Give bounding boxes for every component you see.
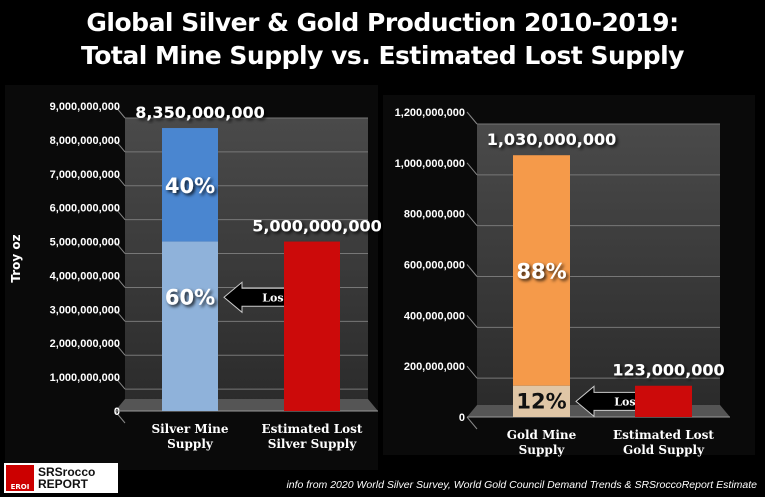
lower-percent-label: 60% <box>165 285 215 309</box>
title-line-2: Total Mine Supply vs. Estimated Lost Sup… <box>81 41 684 70</box>
bar-value-label: 1,030,000,000 <box>487 130 617 149</box>
y-tick-label: 3,000,000,000 <box>50 304 120 316</box>
grid-side <box>114 309 126 322</box>
grid-side <box>114 275 126 288</box>
bar-value-label: 8,350,000,000 <box>135 103 265 122</box>
lower-percent-label: 12% <box>516 389 566 413</box>
y-tick-label: 2,000,000,000 <box>50 338 120 350</box>
y-tick-label: 600,000,000 <box>404 260 465 272</box>
bar-value-label: 5,000,000,000 <box>252 217 382 236</box>
bar-upper-segment <box>513 155 570 386</box>
grid-side <box>114 207 126 220</box>
y-tick-label: 8,000,000,000 <box>50 135 120 147</box>
title-line-1: Global Silver & Gold Production 2010-201… <box>86 8 679 37</box>
bar-lost-supply <box>635 385 692 417</box>
bar-lower-segment <box>513 385 570 417</box>
y-tick-label: 800,000,000 <box>404 209 465 221</box>
loss-label: Loss <box>614 395 641 408</box>
y-tick-label: 5,000,000,000 <box>50 237 120 249</box>
grid-side <box>114 376 126 390</box>
grid-side <box>114 241 126 254</box>
x-category-label: Silver Supply <box>268 437 358 451</box>
grid-side <box>466 162 478 176</box>
y-tick-label: 0 <box>459 412 465 424</box>
bar-upper-segment <box>162 128 218 242</box>
x-category-label: Gold Supply <box>623 443 705 457</box>
y-tick-label: 7,000,000,000 <box>50 169 120 181</box>
grid-side <box>466 264 478 277</box>
grid-side <box>466 213 478 226</box>
y-tick-label: 200,000,000 <box>404 361 465 373</box>
y-tick-label: 0 <box>114 406 120 418</box>
y-tick-label: 1,000,000,000 <box>50 372 120 384</box>
x-category-label: Estimated Lost <box>262 422 363 436</box>
y-tick-label: 9,000,000,000 <box>50 101 120 113</box>
y-tick-label: 4,000,000,000 <box>50 270 120 282</box>
bar-lost-supply <box>284 241 340 411</box>
y-tick-label: 1,200,000,000 <box>395 107 465 119</box>
grid-side <box>114 173 126 187</box>
grid-side <box>466 111 478 125</box>
upper-percent-label: 40% <box>165 174 215 198</box>
y-tick-label: 1,000,000,000 <box>395 158 465 170</box>
srsrocco-logo: EROI SRSrocco REPORT <box>4 463 118 493</box>
x-category-label: Supply <box>167 437 214 451</box>
grid-side <box>114 139 126 153</box>
y-tick-label: 6,000,000,000 <box>50 203 120 215</box>
x-category-label: Supply <box>519 443 566 457</box>
x-category-label: Silver Mine <box>151 422 228 436</box>
grid-side <box>466 416 478 430</box>
bar-value-label: 123,000,000 <box>612 361 724 380</box>
y-axis-label: Troy oz <box>9 234 23 282</box>
loss-label: Loss <box>262 291 289 304</box>
chart-title: Global Silver & Gold Production 2010-201… <box>0 6 765 72</box>
logo-mark: EROI <box>6 465 34 491</box>
x-category-label: Gold Mine <box>507 428 577 442</box>
bar-lower-segment <box>162 241 218 411</box>
y-tick-label: 400,000,000 <box>404 310 465 322</box>
grid-side <box>114 105 126 119</box>
source-note: info from 2020 World Silver Survey, Worl… <box>286 479 757 491</box>
grid-side <box>466 365 478 379</box>
x-category-label: Estimated Lost <box>613 428 714 442</box>
grid-side <box>466 315 478 328</box>
grid-side <box>114 410 126 424</box>
grid-side <box>114 342 126 356</box>
upper-percent-label: 88% <box>516 259 566 283</box>
